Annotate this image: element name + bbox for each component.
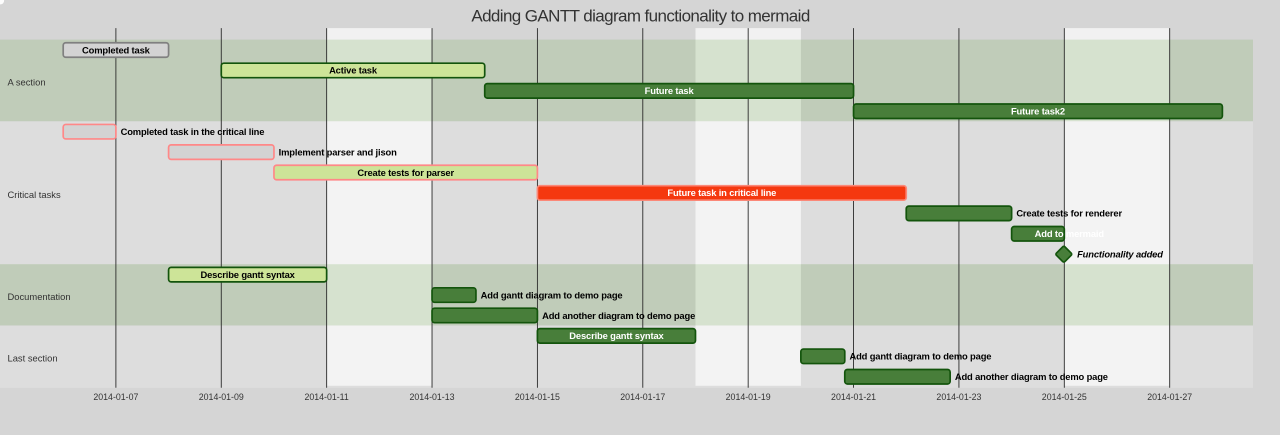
svg-text:2014-01-13: 2014-01-13 [410, 392, 455, 402]
svg-text:Create tests for renderer: Create tests for renderer [1016, 208, 1122, 219]
svg-text:Describe gantt syntax: Describe gantt syntax [200, 269, 295, 280]
svg-text:Future task: Future task [645, 85, 695, 96]
svg-text:Add another diagram to demo pa: Add another diagram to demo page [542, 310, 695, 321]
svg-text:2014-01-09: 2014-01-09 [199, 392, 244, 402]
svg-text:2014-01-07: 2014-01-07 [93, 392, 138, 402]
svg-text:Future task in critical line: Future task in critical line [667, 187, 776, 198]
svg-text:Future task2: Future task2 [1011, 106, 1065, 117]
svg-text:Last section: Last section [8, 352, 58, 363]
svg-text:2014-01-11: 2014-01-11 [304, 392, 348, 402]
svg-text:Add gantt diagram to demo page: Add gantt diagram to demo page [481, 289, 623, 300]
svg-text:Critical tasks: Critical tasks [8, 189, 61, 200]
svg-text:2014-01-23: 2014-01-23 [936, 392, 981, 402]
svg-text:Functionality added: Functionality added [1077, 249, 1163, 260]
svg-text:Documentation: Documentation [8, 291, 71, 302]
svg-text:Add gantt diagram to demo page: Add gantt diagram to demo page [849, 351, 991, 362]
svg-text:A section: A section [8, 77, 46, 88]
svg-text:Active task: Active task [329, 65, 378, 76]
svg-text:Completed task: Completed task [82, 44, 151, 55]
svg-text:2014-01-25: 2014-01-25 [1042, 392, 1087, 402]
svg-text:Describe gantt syntax: Describe gantt syntax [569, 330, 664, 341]
svg-text:Implement parser and jison: Implement parser and jison [279, 146, 397, 157]
svg-text:Add another diagram to demo pa: Add another diagram to demo page [955, 371, 1108, 382]
svg-text:2014-01-15: 2014-01-15 [515, 392, 560, 402]
svg-text:Add to mermaid: Add to mermaid [1035, 228, 1105, 239]
svg-text:Create tests for parser: Create tests for parser [357, 167, 454, 178]
svg-text:Completed task in the critical: Completed task in the critical line [121, 126, 265, 137]
svg-text:2014-01-27: 2014-01-27 [1147, 392, 1192, 402]
svg-text:Adding GANTT diagram functiona: Adding GANTT diagram functionality to me… [471, 6, 809, 25]
svg-text:2014-01-17: 2014-01-17 [620, 392, 665, 402]
svg-text:2014-01-21: 2014-01-21 [831, 392, 876, 402]
svg-text:2014-01-19: 2014-01-19 [726, 392, 771, 402]
